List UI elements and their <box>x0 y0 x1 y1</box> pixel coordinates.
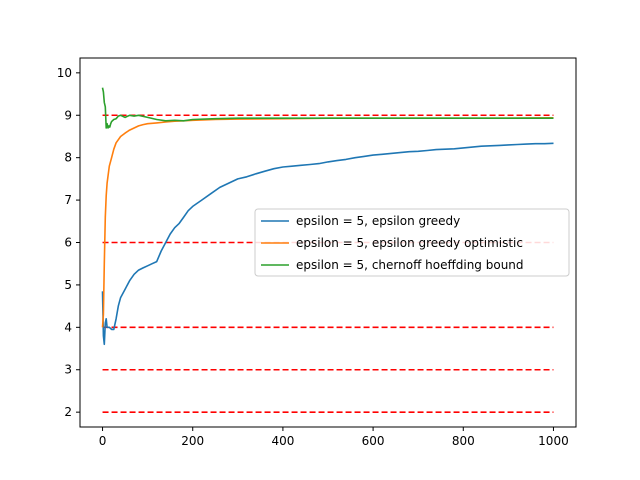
legend-box <box>254 208 570 277</box>
x-tick-label: 0 <box>99 434 107 448</box>
y-axis: 2 3 4 5 6 7 8 9 10 <box>57 66 80 419</box>
legend-label-3: epsilon = 5, chernoff hoeffding bound <box>296 258 524 272</box>
y-tick-label: 7 <box>64 193 72 207</box>
x-tick-label: 1000 <box>538 434 569 448</box>
y-tick-label: 4 <box>64 320 72 334</box>
y-tick-label: 5 <box>64 278 72 292</box>
x-tick-label: 600 <box>362 434 385 448</box>
y-tick-label: 3 <box>64 363 72 377</box>
legend: epsilon = 5, epsilon greedy epsilon = 5, … <box>254 208 570 277</box>
x-axis: 0 200 400 600 800 1000 <box>99 427 569 448</box>
series-line-1 <box>101 142 554 346</box>
y-tick-label: 9 <box>64 108 72 122</box>
x-tick-label: 800 <box>452 434 475 448</box>
y-tick-label: 10 <box>57 66 72 80</box>
legend-label-1: epsilon = 5, epsilon greedy <box>296 214 460 228</box>
legend-label-2: epsilon = 5, epsilon greedy optimistic <box>296 236 523 250</box>
series-lines <box>101 87 554 346</box>
series-line-3 <box>101 87 554 129</box>
x-tick-label: 400 <box>271 434 294 448</box>
y-tick-label: 8 <box>64 151 72 165</box>
y-tick-label: 6 <box>64 236 72 250</box>
x-tick-label: 200 <box>181 434 204 448</box>
y-tick-label: 2 <box>64 405 72 419</box>
